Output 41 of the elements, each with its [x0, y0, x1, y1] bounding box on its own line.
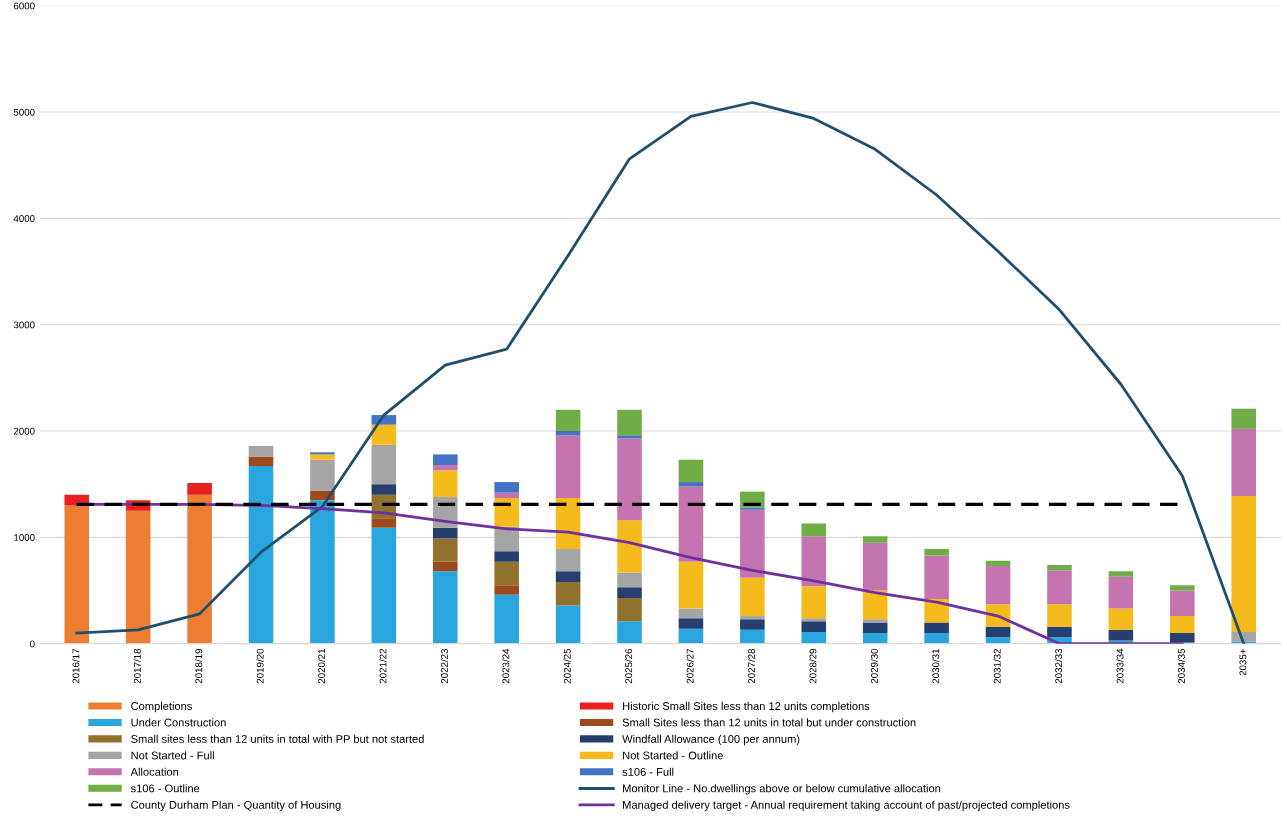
x-tick-label: 2017/18 [133, 648, 141, 684]
y-tick-label: 5000 [13, 108, 35, 116]
x-tick-label: 2018/19 [195, 648, 203, 684]
legend-label: s106 - Outline [130, 784, 200, 793]
x-tick-label: 2023/24 [502, 648, 510, 684]
x-tick-label: 2019/20 [256, 648, 264, 684]
legend-label: Not Started - Full [131, 751, 214, 760]
x-tick-label: 2029/30 [870, 648, 878, 684]
legend-label: Small Sites less than 12 units in total but under construction [622, 718, 916, 727]
y-tick-label: 2000 [13, 427, 35, 435]
x-tick-label: 2032/33 [1054, 648, 1063, 684]
x-tick-label: 2033/34 [1116, 648, 1124, 684]
x-tick-label: 2021/22 [379, 649, 387, 684]
legend-label: Small sites less than 12 units in total with PP but not started [131, 734, 424, 743]
y-tick-label: 4000 [13, 215, 35, 222]
legend-label: Under Construction [131, 718, 226, 727]
x-tick-label: 2031/32 [993, 649, 1001, 684]
x-tick-label: 2028/29 [809, 648, 817, 684]
legend-label: County Durham Plan - Quantity of Housing [131, 800, 341, 811]
y-tick-label: 0 [30, 640, 35, 648]
legend-label: Not Started - Outline [623, 751, 723, 760]
legend-label: Monitor Line - No.dwellings above or below cumulative allocation [623, 784, 941, 795]
legend-label: s106 - Full [622, 767, 674, 776]
legend-label: Managed delivery target - Annual requirement taking account of past/projected completions [623, 800, 1070, 811]
legend-label: Historic Small Sites less than 12 units completions [623, 701, 870, 713]
legend-label: Allocation [130, 767, 179, 776]
x-tick-label: 2027/28 [747, 648, 755, 684]
y-tick-label: 1000 [14, 534, 35, 541]
x-tick-label: 2035+ [1239, 649, 1247, 676]
x-tick-label: 2020/21 [317, 649, 326, 684]
x-tick-label: 2022/23 [440, 648, 448, 684]
y-tick-label: 3000 [13, 321, 35, 329]
legend-label: Windfall Allowance (100 per annum) [622, 734, 800, 746]
x-tick-label: 2034/35 [1177, 648, 1185, 684]
x-tick-label: 2026/27 [686, 649, 694, 684]
x-tick-label: 2024/25 [563, 648, 571, 684]
y-tick-label: 6000 [13, 2, 35, 10]
legend-label: Completions [131, 701, 192, 713]
x-tick-label: 2016/17 [72, 649, 80, 684]
x-tick-label: 2030/31 [932, 649, 940, 684]
x-tick-label: 2025/26 [624, 648, 633, 684]
